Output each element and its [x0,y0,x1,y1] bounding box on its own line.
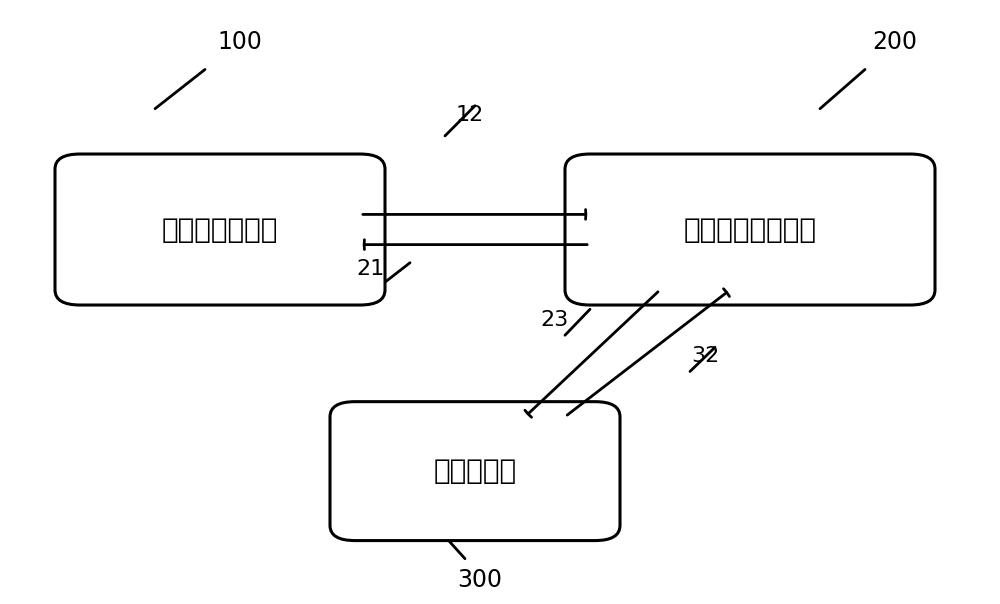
Text: 牵引变压器单元: 牵引变压器单元 [162,216,278,243]
Text: 100: 100 [218,30,262,54]
Text: 23: 23 [541,310,569,330]
Text: 200: 200 [872,30,918,54]
Text: 本地输入输出单元: 本地输入输出单元 [684,216,816,243]
FancyBboxPatch shape [330,402,620,541]
Text: 12: 12 [456,104,484,125]
Text: 车辆试验台: 车辆试验台 [433,457,517,485]
Text: 32: 32 [691,346,719,367]
Text: 300: 300 [458,568,503,592]
Text: 21: 21 [356,259,384,279]
FancyBboxPatch shape [55,154,385,305]
FancyBboxPatch shape [565,154,935,305]
